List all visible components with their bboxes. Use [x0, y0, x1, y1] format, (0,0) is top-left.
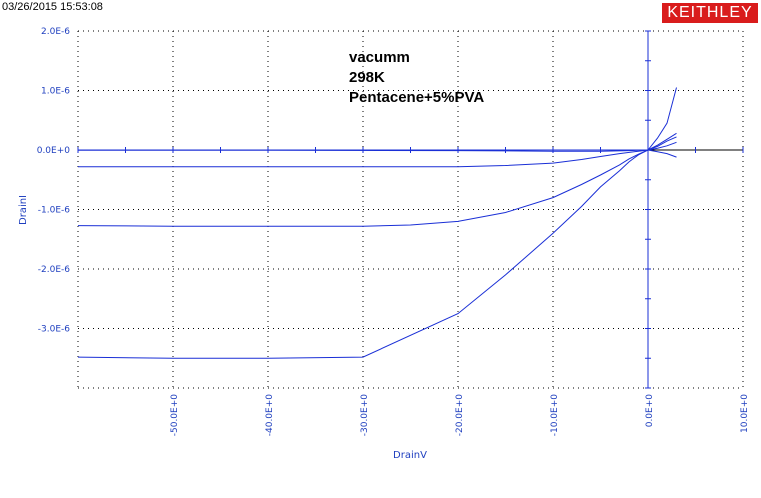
annotation-text: vacumm [349, 49, 410, 66]
y-tick-label: 1.0E-6 [41, 87, 70, 97]
series-line-5 [78, 149, 677, 158]
series-group [77, 87, 677, 359]
tick-labels: 2.0E-6 1.0E-6 0.0E+0 -1.0E-6 -2.0E-6 -3.0E-6 -… [37, 27, 750, 436]
y-tick-label: 2.0E-6 [41, 27, 70, 37]
timestamp: 03/26/2015 15:53:08 [2, 1, 103, 13]
annotation-text: 298K [349, 69, 385, 86]
x-tick-label: -20.0E+0 [455, 394, 465, 437]
y-tick-label: 0.0E+0 [37, 146, 71, 156]
y-tick-label: -1.0E-6 [38, 206, 70, 216]
annotation-text: Pentacene+5%PVA [349, 89, 484, 106]
series-line-1 [77, 87, 677, 359]
x-tick-label: 10.0E+0 [740, 394, 750, 433]
keithley-logo: KEITHLEY [662, 3, 758, 23]
x-tick-label: 0.0E+0 [645, 394, 655, 428]
y-axis-label: DrainI [18, 195, 29, 225]
x-tick-label: -50.0E+0 [170, 394, 180, 437]
x-axis-label: DrainV [393, 450, 427, 461]
grid [77, 30, 744, 389]
x-tick-label: -30.0E+0 [360, 394, 370, 437]
x-tick-label: -10.0E+0 [550, 394, 560, 437]
x-tick-label: -40.0E+0 [265, 394, 275, 437]
series-line-2 [77, 132, 677, 227]
y-tick-label: -2.0E-6 [38, 265, 70, 275]
series-line-3 [78, 136, 677, 168]
annotations: vacumm 298K Pentacene+5%PVA [349, 49, 484, 106]
y-tick-label: -3.0E-6 [38, 325, 70, 335]
